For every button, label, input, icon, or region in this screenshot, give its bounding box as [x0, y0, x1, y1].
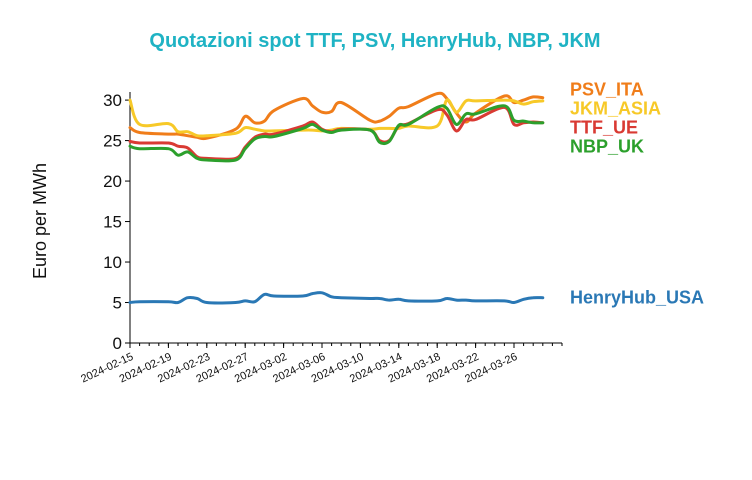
y-tick-label: 5 — [113, 294, 122, 313]
x-axis-ticks: 2024-02-152024-02-192024-02-232024-02-27… — [79, 343, 563, 386]
y-axis-ticks: 0 5 10 15 20 25 30 — [103, 91, 130, 353]
series-label-psv-ita: PSV_ITA — [570, 80, 644, 100]
y-tick-label: 10 — [103, 253, 122, 272]
series-label-nbp-uk: NBP_UK — [570, 137, 644, 157]
series-label-henryhub-usa: HenryHub_USA — [570, 288, 704, 308]
series-lines — [128, 91, 545, 305]
y-axis-label: Euro per MWh — [30, 163, 50, 279]
y-tick-label: 20 — [103, 172, 122, 191]
series-line-henryhub-usa — [128, 291, 545, 305]
chart-title: Quotazioni spot TTF, PSV, HenryHub, NBP,… — [149, 30, 600, 52]
y-tick-label: 15 — [103, 213, 122, 232]
y-tick-label: 0 — [113, 334, 122, 353]
y-tick-label: 30 — [103, 91, 122, 110]
series-line-nbp-uk — [128, 104, 545, 163]
y-tick-label: 25 — [103, 132, 122, 151]
series-label-jkm-asia: JKM_ASIA — [570, 99, 661, 119]
series-label-ttf-ue: TTF_UE — [570, 118, 638, 138]
